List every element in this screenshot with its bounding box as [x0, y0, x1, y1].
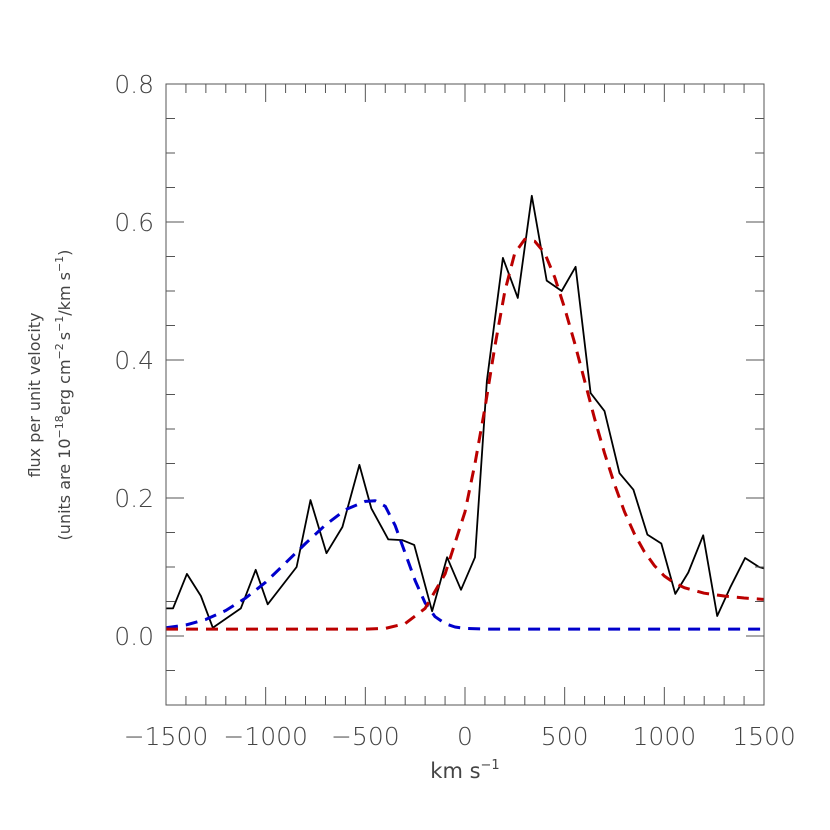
- x-axis-title-text: km s: [430, 759, 480, 783]
- y-tick-label: 0.4: [114, 346, 154, 375]
- ylab-suffix: ): [55, 250, 74, 256]
- y-tick-label: 0.6: [114, 208, 154, 237]
- ylab-mid2: s: [55, 332, 74, 340]
- y-tick-label: 0.2: [114, 484, 154, 513]
- ylab-sup3: −1: [53, 316, 66, 332]
- series-line-3: [166, 237, 765, 631]
- series-line-1: [166, 194, 765, 629]
- series-line-2: [165, 499, 764, 631]
- y-axis-title-line2: (units are 10−18erg cm−2s−1/km s−1): [53, 250, 74, 541]
- y-tick-label: 0.0: [114, 622, 154, 651]
- x-tick-label: 1500: [732, 722, 796, 751]
- x-axis-title-sup: −1: [481, 758, 500, 773]
- ylab-sup2: −2: [53, 343, 66, 359]
- ylab-sup4: −1: [53, 256, 66, 272]
- x-tick-label: 0: [457, 722, 473, 751]
- x-tick-label: −1500: [124, 722, 209, 751]
- x-tick-label: −1000: [223, 722, 308, 751]
- ylab-prefix: (units are 10: [55, 438, 74, 540]
- ticks-layer: [165, 83, 765, 706]
- x-axis-title: km s−1: [430, 758, 499, 783]
- y-tick-label: 0.8: [114, 70, 154, 99]
- ylab-mid1: erg cm: [55, 359, 74, 415]
- series-layer: [165, 194, 765, 631]
- plot-frame: [165, 83, 765, 706]
- x-tick-label: 500: [541, 722, 589, 751]
- labels-layer: −1500 −1000 −500 0 500 1000 1500 0.0 0.2 0.4 0.6 0.…: [114, 70, 796, 751]
- ylab-mid3: /km s: [55, 272, 74, 316]
- x-tick-label: 1000: [633, 722, 697, 751]
- y-axis-title-line1: flux per unit velocity: [25, 312, 44, 477]
- y-axis-title: flux per unit velocity (units are 10−18e…: [25, 250, 74, 541]
- x-tick-label: −500: [331, 722, 400, 751]
- ylab-sup1: −18: [53, 415, 66, 438]
